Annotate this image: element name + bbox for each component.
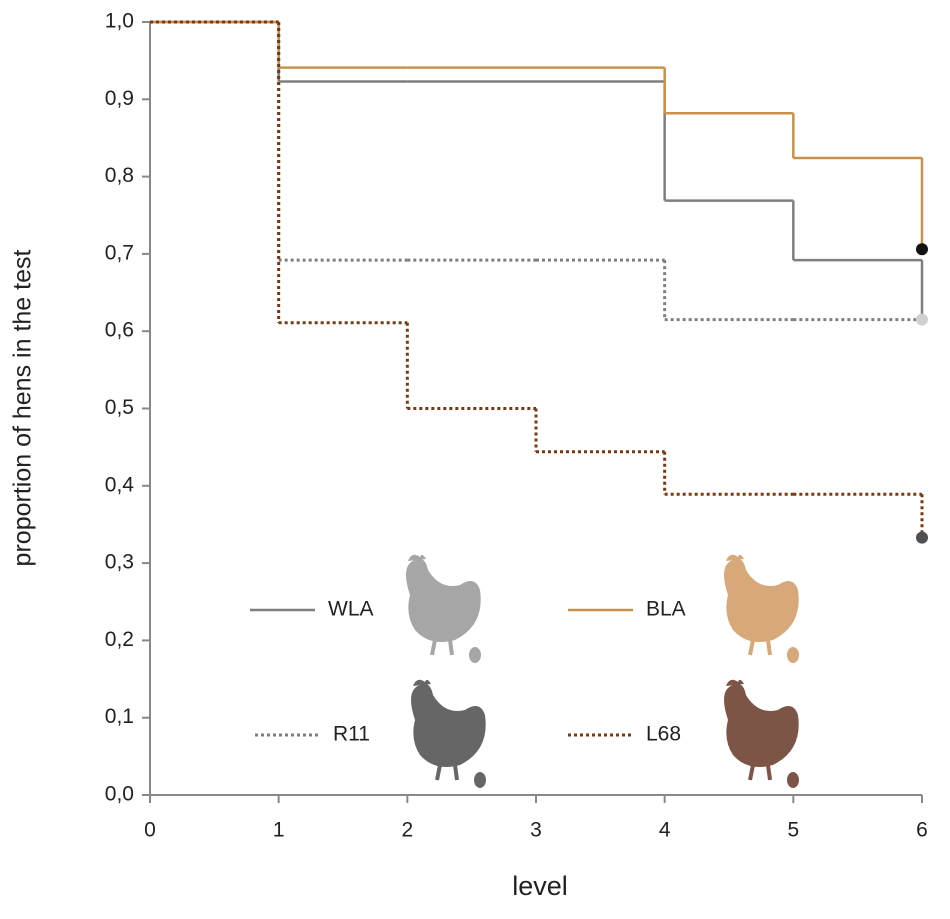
x-tick-label: 3	[530, 819, 542, 842]
x-tick-label: 4	[659, 819, 671, 842]
y-tick-label: 0,0	[105, 783, 134, 806]
legend-label: WLA	[328, 598, 374, 621]
hen-leg	[448, 639, 454, 656]
hen-leg	[748, 764, 755, 781]
hen-comb	[726, 554, 744, 561]
x-tick-label: 5	[787, 819, 799, 842]
legend-icon	[406, 554, 481, 663]
hen-leg	[766, 764, 772, 781]
hen-comb	[408, 554, 426, 561]
y-tick-label: 0,8	[105, 164, 134, 187]
hen-comb	[726, 679, 744, 686]
hen-body	[406, 558, 481, 643]
y-tick-label: 0,7	[105, 241, 134, 264]
y-tick-label: 1,0	[105, 10, 134, 33]
x-tick-label: 2	[401, 819, 413, 842]
hen-leg	[430, 639, 437, 656]
egg	[787, 772, 799, 788]
hen-leg	[435, 764, 442, 781]
legend-icon	[724, 554, 799, 663]
y-tick-label: 0,6	[105, 319, 134, 342]
y-axis-label: proportion of hens in the test	[9, 250, 37, 567]
x-axis-label: level	[512, 871, 568, 901]
hen-body	[411, 683, 486, 768]
legend-label: R11	[333, 723, 370, 746]
y-tick-label: 0,4	[105, 473, 135, 496]
legend-icon	[724, 679, 799, 788]
end-marker	[916, 531, 928, 544]
end-marker	[916, 243, 928, 256]
y-tick-label: 0,1	[105, 705, 134, 728]
y-tick-label: 0,3	[105, 551, 134, 574]
x-tick-label: 6	[916, 819, 928, 842]
hen-body	[724, 558, 799, 643]
legend-label: L68	[646, 723, 681, 746]
legend-icon	[411, 679, 486, 788]
egg	[787, 647, 799, 663]
egg	[469, 647, 481, 663]
legend-label: BLA	[646, 598, 686, 621]
hen-leg	[453, 764, 459, 781]
hen-body	[724, 683, 799, 768]
x-tick-label: 0	[144, 819, 156, 842]
hen-leg	[766, 639, 772, 656]
hen-comb	[413, 679, 431, 686]
hen-leg	[748, 639, 755, 656]
y-tick-label: 0,5	[105, 396, 134, 419]
egg	[474, 772, 486, 788]
x-tick-label: 1	[273, 819, 285, 842]
y-tick-label: 0,9	[105, 87, 134, 110]
end-marker	[916, 313, 928, 326]
y-tick-label: 0,2	[105, 628, 134, 651]
